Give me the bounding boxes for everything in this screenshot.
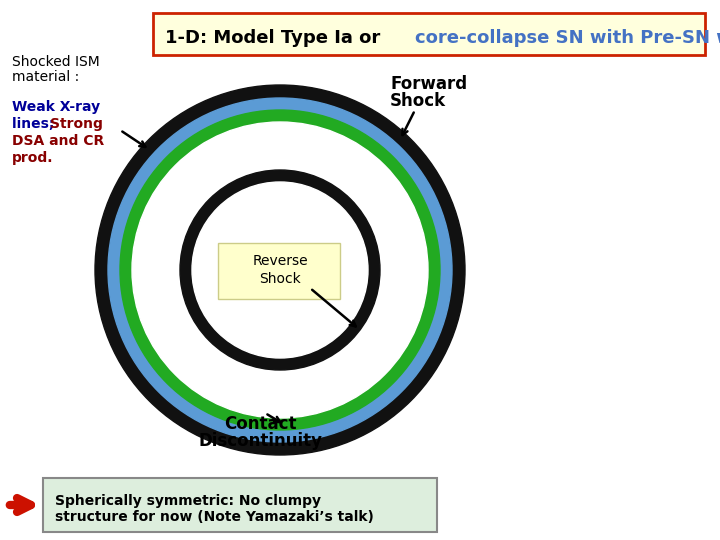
Text: Reverse
Shock: Reverse Shock: [252, 254, 308, 286]
Circle shape: [108, 98, 452, 442]
Text: Spherically symmetric: No clumpy: Spherically symmetric: No clumpy: [55, 494, 321, 508]
Text: prod.: prod.: [12, 151, 53, 165]
Text: core-collapse SN with Pre-SN wind: core-collapse SN with Pre-SN wind: [415, 29, 720, 47]
Text: Strong: Strong: [50, 117, 103, 131]
Text: lines;: lines;: [12, 117, 59, 131]
Text: Discontinuity: Discontinuity: [198, 432, 322, 450]
Text: Shock: Shock: [390, 92, 446, 110]
Text: Shocked ISM: Shocked ISM: [12, 55, 100, 69]
Text: structure for now (Note Yamazaki’s talk): structure for now (Note Yamazaki’s talk): [55, 510, 374, 524]
Text: Forward: Forward: [390, 75, 467, 93]
Text: 1-D: Model Type Ia or: 1-D: Model Type Ia or: [165, 29, 387, 47]
Text: Weak X-ray: Weak X-ray: [12, 100, 100, 114]
Circle shape: [180, 170, 380, 370]
FancyBboxPatch shape: [43, 478, 437, 532]
Text: material :: material :: [12, 70, 79, 84]
Text: Contact: Contact: [224, 415, 296, 433]
FancyBboxPatch shape: [218, 243, 340, 299]
Circle shape: [120, 110, 440, 430]
FancyBboxPatch shape: [153, 13, 705, 55]
Circle shape: [132, 122, 428, 418]
Text: DSA and CR: DSA and CR: [12, 134, 104, 148]
Circle shape: [95, 85, 465, 455]
Circle shape: [192, 182, 368, 358]
